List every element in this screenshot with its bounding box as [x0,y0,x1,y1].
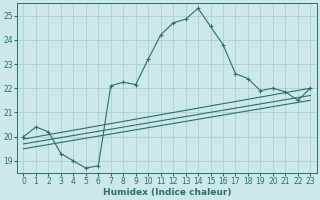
X-axis label: Humidex (Indice chaleur): Humidex (Indice chaleur) [103,188,231,197]
